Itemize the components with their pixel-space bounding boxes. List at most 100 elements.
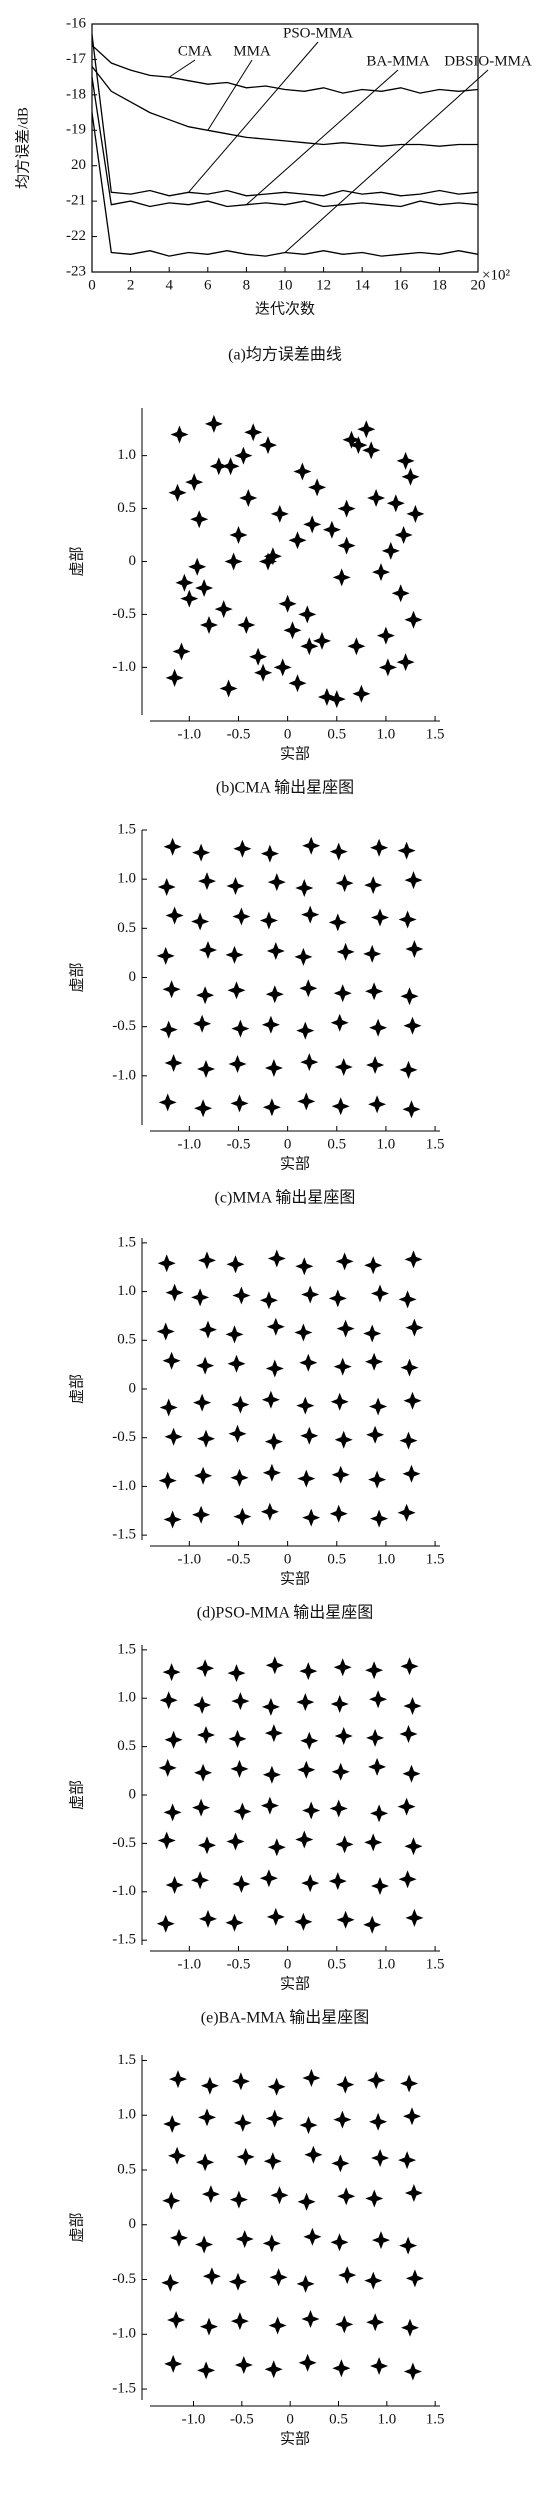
scatter-point	[269, 2268, 288, 2287]
scatter-point	[401, 467, 420, 486]
x-tick-label: 0	[284, 1136, 292, 1152]
scatter-point	[364, 1256, 383, 1275]
scatter-point	[352, 684, 371, 703]
x-tick-label: 0	[88, 277, 96, 293]
y-tick-label: -1.0	[112, 1883, 136, 1899]
x-axis-label: 实部	[280, 1975, 310, 1992]
y-tick-label: -0.5	[112, 2271, 136, 2287]
caption: (a)均方误差曲线	[228, 346, 342, 364]
scatter-point	[336, 942, 355, 961]
scatter-point	[199, 941, 217, 959]
scatter-point	[234, 2356, 253, 2374]
scatter-point	[259, 1869, 278, 1888]
scatter-point	[164, 1054, 183, 1072]
x-tick-label: 0.5	[327, 726, 346, 742]
scatter-point	[259, 552, 277, 571]
scatter-point	[301, 2310, 320, 2328]
scatter-point	[196, 1659, 215, 1678]
annotation-arrow	[246, 69, 399, 206]
scatter-point	[297, 1469, 316, 1488]
y-tick-label: -0.5	[112, 1835, 136, 1851]
scatter-point	[162, 1663, 181, 1682]
scatter-point	[193, 1696, 212, 1714]
y-axis-label: 虚部	[68, 546, 85, 576]
scatter-point	[396, 451, 415, 470]
scatter-point	[259, 436, 277, 455]
y-axis-label: 虚部	[68, 962, 85, 992]
scatter-point	[402, 1764, 421, 1783]
scatter-point	[333, 1357, 352, 1376]
scatter-point	[264, 2360, 283, 2379]
scatter-point	[197, 1429, 215, 1448]
scatter-point	[270, 504, 289, 523]
scatter-point	[308, 478, 327, 497]
x-tick-label: 1.5	[426, 1956, 445, 1972]
scatter-point	[230, 2312, 249, 2331]
scatter-point	[293, 462, 312, 481]
y-axis-label: 虚部	[68, 2212, 85, 2242]
scatter-point	[192, 1505, 211, 1524]
scatter-point	[365, 982, 384, 1001]
scatter-point	[266, 1907, 285, 1926]
y-tick-label: -1.5	[112, 1932, 136, 1948]
y-tick-label: 0.5	[117, 1332, 136, 1348]
y-tick-label: 0	[129, 553, 137, 569]
scatter-point	[403, 1016, 422, 1035]
scatter-point	[304, 2145, 323, 2164]
scatter-point	[403, 1391, 422, 1410]
scatter-point	[332, 568, 351, 587]
scatter-point	[364, 876, 383, 895]
x-axis-label: 实部	[280, 1155, 310, 1172]
scatter-point	[363, 1915, 382, 1934]
y-tick-label: 1.5	[117, 2052, 136, 2068]
scatter-point	[231, 1395, 250, 1414]
scatter-point	[237, 616, 256, 634]
scatter-point	[288, 531, 307, 550]
caption: (b)CMA 输出星座图	[216, 779, 354, 797]
scatter-point	[264, 1432, 283, 1451]
scatter-point	[196, 986, 215, 1005]
scatter-point	[401, 2318, 419, 2337]
series-line	[91, 34, 479, 197]
series-line	[91, 112, 479, 257]
scatter-point	[198, 1836, 216, 1855]
scatter-point	[168, 483, 187, 502]
scatter-point	[262, 1463, 281, 1482]
scatter-point	[159, 1398, 178, 1417]
scatter-point	[300, 637, 319, 656]
scatter-point	[200, 2076, 219, 2095]
scatter-point	[347, 637, 366, 656]
scatter-point	[317, 688, 336, 706]
x-multiplier: ×10²	[482, 267, 510, 283]
scatter-point	[188, 557, 207, 576]
scatter-point	[297, 1092, 316, 1111]
y-tick-label: 0.5	[117, 920, 136, 936]
scatter-point	[225, 1325, 244, 1344]
scatter-point	[370, 1804, 389, 1823]
scatter-point	[266, 942, 285, 960]
scatter-point	[302, 1508, 321, 1527]
scatter-point	[263, 547, 282, 566]
scatter-point	[192, 843, 211, 862]
scatter-point	[267, 2077, 286, 2096]
y-tick-label: 0	[129, 969, 137, 985]
scatter-point	[164, 1427, 183, 1446]
scatter-point	[397, 841, 416, 860]
scatter-point	[294, 947, 313, 966]
scatter-point	[371, 1877, 389, 1895]
scatter-point	[364, 2271, 383, 2290]
scatter-point	[158, 1471, 177, 1490]
scatter-point	[405, 2269, 424, 2288]
scatter-point	[163, 1803, 182, 1822]
x-tick-label: 4	[165, 277, 173, 293]
scatter-point	[162, 2191, 181, 2210]
scatter-point	[190, 510, 209, 529]
scatter-point	[227, 981, 246, 1000]
scatter-point	[228, 1729, 247, 1748]
y-tick-label: 1.0	[117, 1690, 136, 1706]
x-axis-label: 迭代次数	[255, 300, 315, 317]
scatter-point	[405, 1908, 424, 1927]
scatter-point	[369, 2112, 388, 2131]
scatter-point	[372, 2231, 390, 2250]
